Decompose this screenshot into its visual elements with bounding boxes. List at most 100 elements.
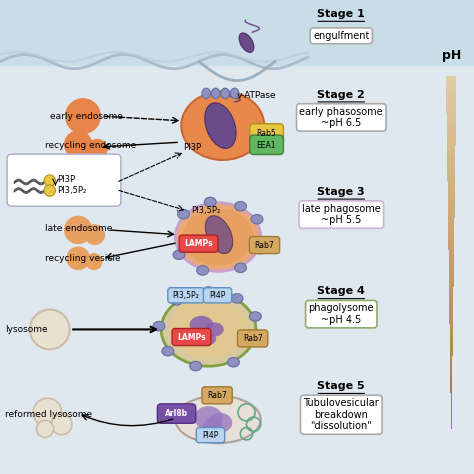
FancyBboxPatch shape: [447, 149, 456, 154]
FancyBboxPatch shape: [449, 301, 453, 305]
FancyBboxPatch shape: [447, 127, 456, 131]
FancyBboxPatch shape: [157, 404, 196, 423]
Ellipse shape: [175, 203, 261, 271]
FancyBboxPatch shape: [450, 333, 453, 337]
Circle shape: [64, 130, 92, 159]
FancyBboxPatch shape: [448, 200, 455, 204]
FancyBboxPatch shape: [450, 356, 453, 361]
Circle shape: [30, 310, 70, 349]
FancyBboxPatch shape: [202, 387, 232, 404]
Ellipse shape: [235, 263, 246, 273]
FancyBboxPatch shape: [449, 296, 453, 301]
Ellipse shape: [194, 406, 223, 430]
FancyBboxPatch shape: [447, 113, 456, 117]
FancyBboxPatch shape: [449, 305, 453, 310]
Text: recycling endosome: recycling endosome: [45, 142, 137, 150]
FancyBboxPatch shape: [448, 232, 454, 237]
Text: PI4P: PI4P: [202, 431, 219, 439]
Text: Rab7: Rab7: [243, 334, 263, 343]
FancyBboxPatch shape: [449, 315, 453, 319]
FancyBboxPatch shape: [446, 76, 456, 81]
Ellipse shape: [190, 316, 213, 334]
FancyBboxPatch shape: [448, 241, 454, 246]
FancyBboxPatch shape: [449, 287, 454, 292]
FancyBboxPatch shape: [450, 370, 452, 374]
FancyBboxPatch shape: [448, 209, 455, 214]
Text: PI3,5P₂: PI3,5P₂: [173, 291, 199, 300]
Ellipse shape: [205, 216, 233, 254]
FancyBboxPatch shape: [450, 388, 452, 392]
Ellipse shape: [205, 103, 236, 148]
FancyBboxPatch shape: [449, 319, 453, 324]
FancyBboxPatch shape: [448, 255, 454, 260]
FancyBboxPatch shape: [0, 66, 474, 474]
FancyBboxPatch shape: [172, 328, 211, 346]
FancyBboxPatch shape: [450, 383, 452, 388]
FancyBboxPatch shape: [449, 278, 454, 283]
FancyBboxPatch shape: [447, 158, 456, 163]
FancyBboxPatch shape: [450, 392, 452, 397]
Text: Stage 5: Stage 5: [318, 381, 365, 391]
FancyBboxPatch shape: [447, 131, 456, 136]
Circle shape: [51, 414, 72, 435]
Text: Arl8b: Arl8b: [165, 409, 188, 418]
Ellipse shape: [171, 296, 182, 305]
Ellipse shape: [204, 197, 216, 207]
FancyBboxPatch shape: [249, 237, 280, 254]
FancyBboxPatch shape: [250, 124, 283, 143]
FancyBboxPatch shape: [7, 154, 121, 206]
FancyBboxPatch shape: [451, 406, 452, 411]
Text: PI3,5P₂: PI3,5P₂: [191, 207, 221, 215]
Ellipse shape: [231, 293, 243, 303]
Text: v-ATPase: v-ATPase: [237, 91, 277, 100]
Text: Stage 2: Stage 2: [318, 90, 365, 100]
FancyBboxPatch shape: [237, 330, 268, 347]
Text: late endosome: late endosome: [45, 224, 112, 233]
FancyBboxPatch shape: [448, 228, 454, 232]
FancyBboxPatch shape: [447, 145, 456, 149]
Text: LAMPs: LAMPs: [177, 333, 206, 341]
FancyBboxPatch shape: [179, 235, 218, 252]
Circle shape: [44, 185, 55, 196]
Circle shape: [87, 139, 108, 160]
Ellipse shape: [205, 322, 224, 337]
FancyBboxPatch shape: [447, 168, 455, 172]
Circle shape: [66, 246, 90, 270]
Circle shape: [36, 420, 54, 438]
FancyBboxPatch shape: [448, 214, 455, 218]
Ellipse shape: [211, 88, 220, 99]
Ellipse shape: [175, 396, 261, 443]
Text: LAMPs: LAMPs: [184, 239, 213, 248]
Text: recycling vesicle: recycling vesicle: [45, 254, 121, 263]
FancyBboxPatch shape: [450, 361, 452, 365]
FancyBboxPatch shape: [451, 402, 452, 406]
Circle shape: [84, 224, 105, 245]
Text: PI3P: PI3P: [57, 175, 75, 183]
Ellipse shape: [251, 335, 263, 344]
FancyBboxPatch shape: [451, 420, 452, 425]
FancyBboxPatch shape: [450, 365, 452, 370]
FancyBboxPatch shape: [450, 342, 453, 347]
FancyBboxPatch shape: [449, 264, 454, 269]
Ellipse shape: [169, 299, 247, 358]
FancyBboxPatch shape: [446, 85, 456, 90]
FancyBboxPatch shape: [447, 140, 456, 145]
FancyBboxPatch shape: [449, 283, 454, 287]
Circle shape: [85, 253, 102, 270]
Ellipse shape: [162, 346, 173, 356]
FancyBboxPatch shape: [450, 374, 452, 379]
Ellipse shape: [239, 33, 254, 52]
Circle shape: [65, 98, 101, 134]
Text: PI3P: PI3P: [183, 144, 201, 152]
FancyBboxPatch shape: [447, 122, 456, 127]
Ellipse shape: [190, 361, 201, 371]
FancyBboxPatch shape: [447, 154, 456, 158]
FancyBboxPatch shape: [447, 186, 455, 191]
FancyBboxPatch shape: [196, 428, 225, 443]
Ellipse shape: [235, 201, 246, 211]
FancyBboxPatch shape: [447, 191, 455, 195]
Text: PI4P: PI4P: [210, 291, 226, 300]
Text: early endosome: early endosome: [50, 112, 123, 120]
Ellipse shape: [251, 215, 263, 224]
Text: early phasosome
~pH 6.5: early phasosome ~pH 6.5: [300, 107, 383, 128]
